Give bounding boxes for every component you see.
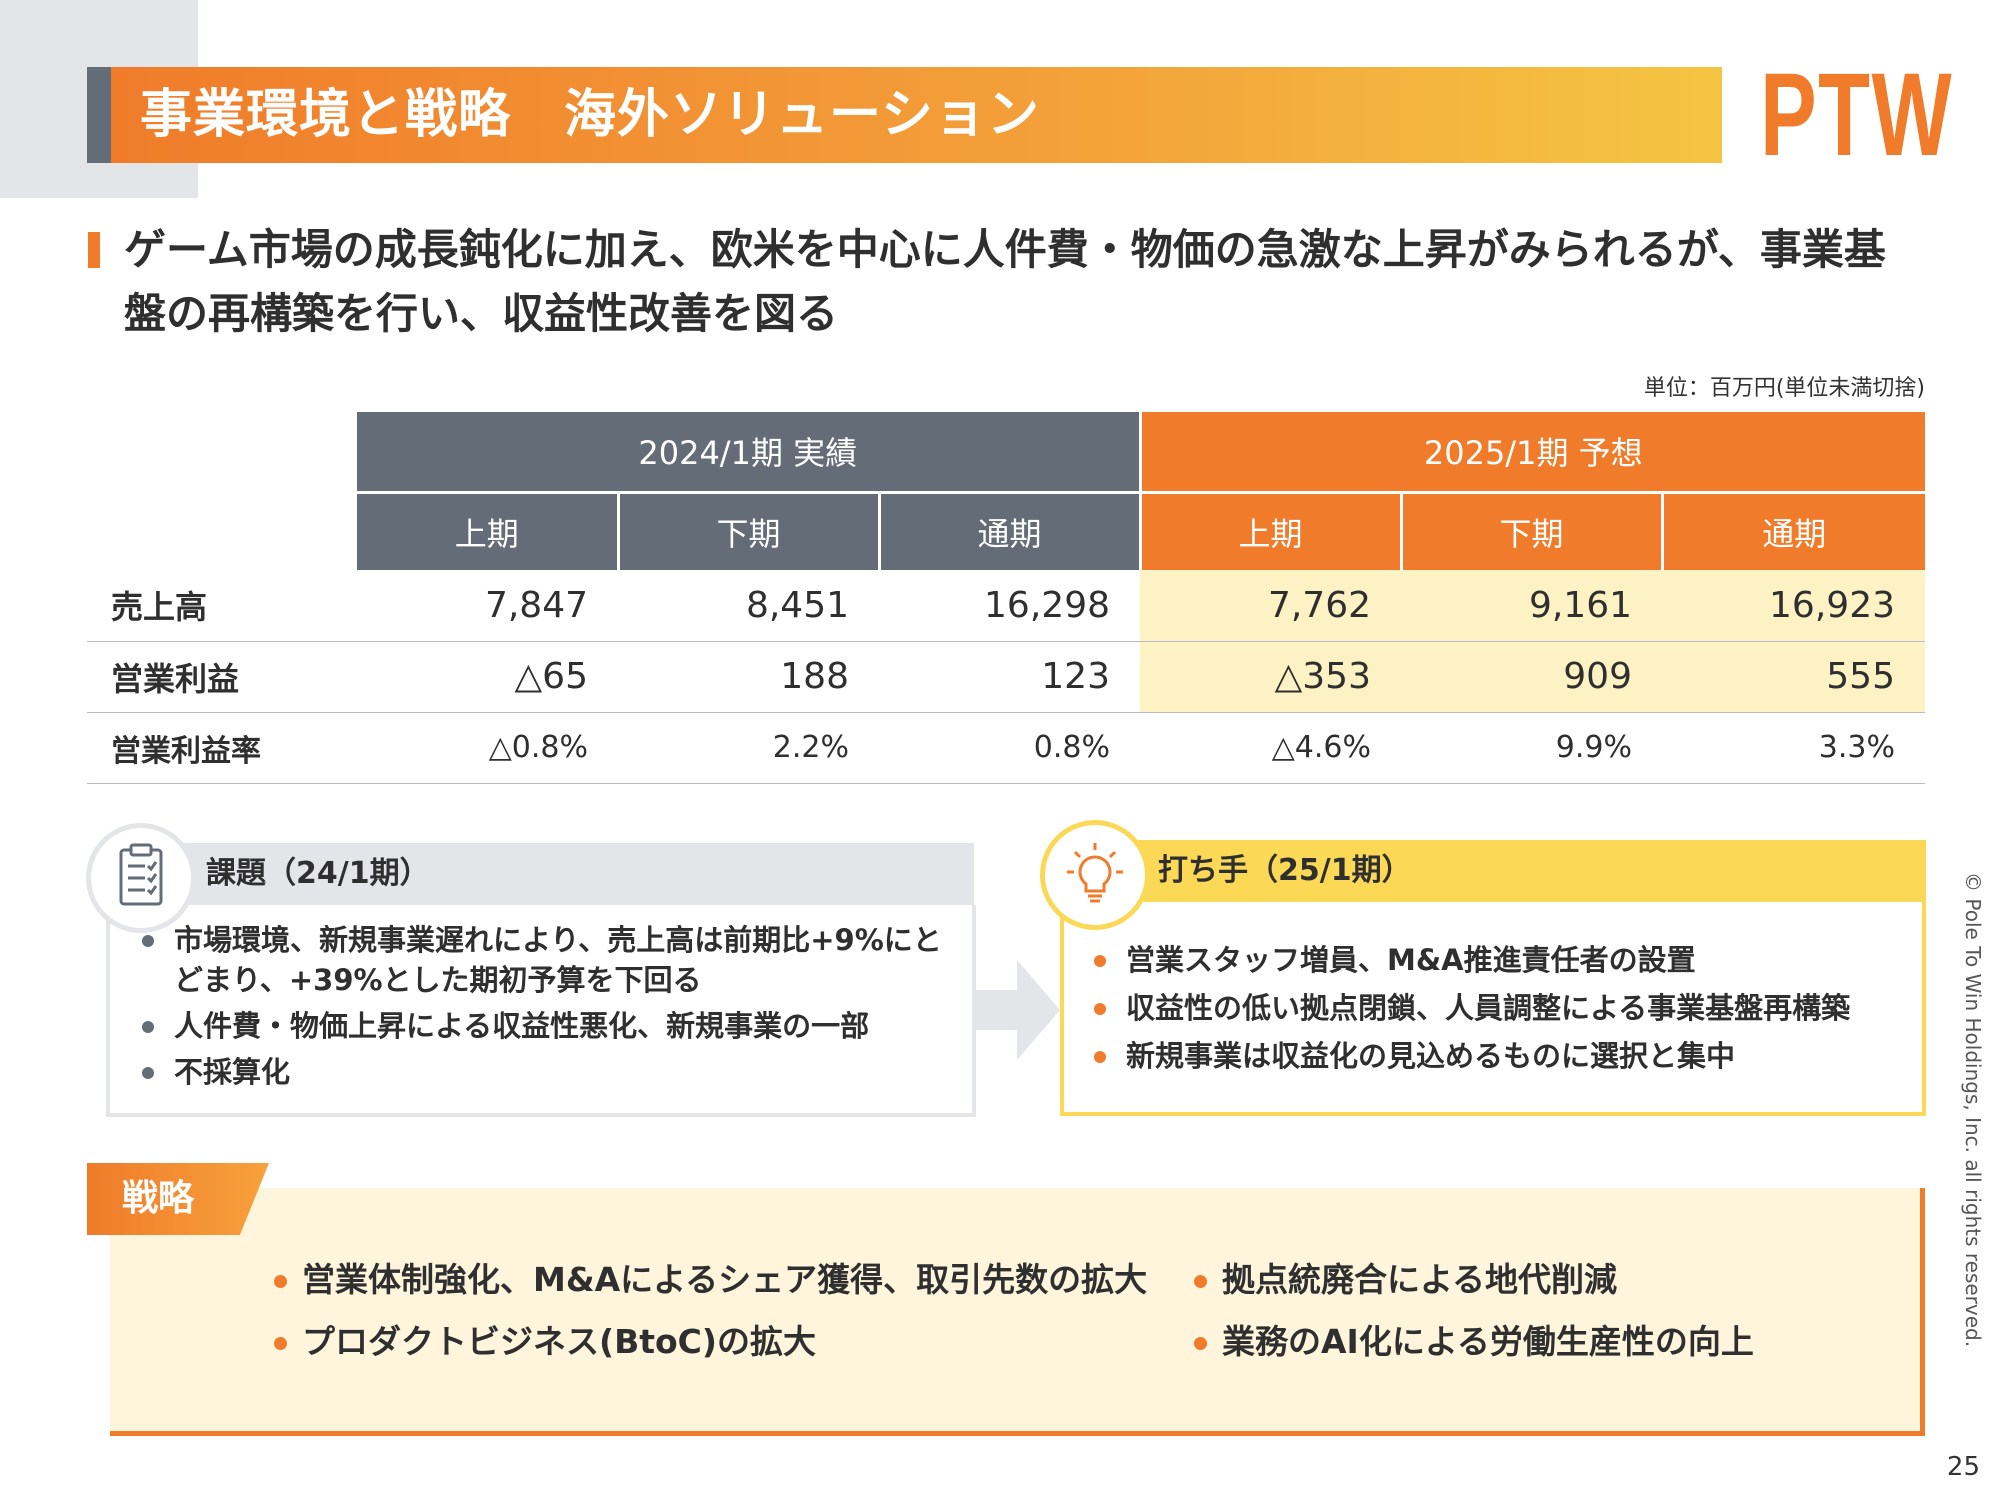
table-cell: 3.3% bbox=[1662, 712, 1925, 783]
period-forecast-header: 2025/1期 予想 bbox=[1138, 412, 1925, 494]
row-label: 売上高 bbox=[111, 588, 208, 627]
table-row: 売上高 7,847 8,451 16,298 7,762 9,161 16,92… bbox=[87, 570, 1925, 641]
page-number: 25 bbox=[1946, 1452, 1980, 1482]
headline-marker bbox=[88, 232, 100, 268]
subheader-actual-h2: 下期 bbox=[616, 492, 879, 570]
strategy-item: 拠点統廃合による地代削減 bbox=[1190, 1258, 1617, 1302]
checklist-icon bbox=[86, 823, 196, 933]
lightbulb-icon bbox=[1040, 820, 1150, 930]
strategy-item: 業務のAI化による労働生産性の向上 bbox=[1190, 1320, 1754, 1364]
row-label: 営業利益率 bbox=[111, 733, 261, 769]
list-item: 市場環境、新規事業遅れにより、売上高は前期比+9%にとどまり、+39%とした期初… bbox=[138, 920, 958, 1000]
strategy-box bbox=[110, 1188, 1925, 1436]
table-corner-cell bbox=[87, 492, 357, 570]
list-item: 営業スタッフ増員、M&A推進責任者の設置 bbox=[1090, 940, 1910, 980]
table-cell: 8,451 bbox=[745, 584, 849, 626]
ptw-logo: PTW bbox=[1760, 49, 1954, 181]
strategy-label: 戦略 bbox=[122, 1178, 195, 1219]
table-corner-cell bbox=[87, 412, 357, 494]
table-cell: 7,762 bbox=[1140, 570, 1401, 641]
table-cell: 555 bbox=[1662, 641, 1925, 712]
table-cell: 9.9% bbox=[1401, 712, 1662, 783]
headline: ゲーム市場の成長鈍化に加え、欧米を中心に人件費・物価の急激な上昇がみられるが、事… bbox=[124, 225, 1886, 338]
row-label: 営業利益 bbox=[111, 659, 240, 698]
subheader-forecast-h2: 下期 bbox=[1399, 492, 1662, 570]
table-cell: 0.8% bbox=[1033, 730, 1110, 765]
table-cell: 7,847 bbox=[484, 584, 588, 626]
strategy-item: 営業体制強化、M&Aによるシェア獲得、取引先数の拡大 bbox=[270, 1258, 1147, 1302]
measures-box bbox=[1060, 902, 1926, 1116]
table-subheader-row: 上期 下期 通期 上期 下期 通期 bbox=[87, 492, 1925, 570]
list-item: 新規事業は収益化の見込めるものに選択と集中 bbox=[1090, 1036, 1910, 1076]
measures-title: 打ち手（25/1期） bbox=[1158, 853, 1412, 888]
title-bar bbox=[87, 67, 1722, 163]
table-row: 営業利益 △65 188 123 △353 909 555 bbox=[87, 641, 1925, 712]
issues-header bbox=[106, 843, 974, 905]
table-cell: △65 bbox=[514, 656, 589, 697]
strategy-item: プロダクトビジネス(BtoC)の拡大 bbox=[270, 1320, 816, 1364]
issues-box bbox=[106, 905, 976, 1117]
table-header-row: 2024/1期 実績 2025/1期 予想 bbox=[87, 412, 1925, 494]
financial-table: 2024/1期 実績 2025/1期 予想 上期 下期 通期 上期 下期 通期 … bbox=[87, 412, 1925, 784]
issues-title: 課題（24/1期） bbox=[206, 856, 430, 891]
table-cell: △353 bbox=[1140, 641, 1401, 712]
list-item: 不採算化 bbox=[138, 1052, 958, 1092]
table-cell: 188 bbox=[780, 656, 849, 697]
copyright-notice: © Pole To Win Holdings, Inc. all rights … bbox=[1961, 872, 1985, 1348]
period-actual-header: 2024/1期 実績 bbox=[357, 412, 1140, 494]
issues-list: 市場環境、新規事業遅れにより、売上高は前期比+9%にとどまり、+39%とした期初… bbox=[138, 920, 958, 1098]
right-arrow-icon bbox=[972, 960, 1060, 1060]
unit-note: 単位：百万円(単位未満切捨) bbox=[1643, 376, 1925, 401]
list-item: 人件費・物価上昇による収益性悪化、新規事業の一部 bbox=[138, 1006, 958, 1046]
subheader-forecast-full: 通期 bbox=[1660, 492, 1925, 570]
checklist-icon-graphic bbox=[119, 843, 163, 906]
measures-header bbox=[1060, 840, 1926, 902]
table-row: 営業利益率 △0.8% 2.2% 0.8% △4.6% 9.9% 3.3% bbox=[87, 712, 1925, 783]
table-cell: 909 bbox=[1401, 641, 1662, 712]
list-item: 収益性の低い拠点閉鎖、人員調整による事業基盤再構築 bbox=[1090, 988, 1910, 1028]
table-cell: 2.2% bbox=[772, 730, 849, 765]
measures-list: 営業スタッフ増員、M&A推進責任者の設置 収益性の低い拠点閉鎖、人員調整による事… bbox=[1090, 940, 1910, 1084]
page-title: 事業環境と戦略 海外ソリューション bbox=[140, 85, 1040, 145]
table-cell: △4.6% bbox=[1140, 712, 1401, 783]
subheader-actual-h1: 上期 bbox=[357, 492, 618, 570]
table-cell: 123 bbox=[1041, 656, 1110, 697]
table-cell: 16,923 bbox=[1662, 570, 1925, 641]
title-accent bbox=[87, 67, 111, 163]
table-cell: 9,161 bbox=[1401, 570, 1662, 641]
subheader-forecast-h1: 上期 bbox=[1138, 492, 1401, 570]
strategy-tab bbox=[87, 1163, 269, 1235]
lightbulb-icon-graphic bbox=[1067, 843, 1123, 903]
table-cell: △0.8% bbox=[488, 730, 588, 765]
subheader-actual-full: 通期 bbox=[877, 492, 1140, 570]
table-cell: 16,298 bbox=[984, 584, 1110, 626]
